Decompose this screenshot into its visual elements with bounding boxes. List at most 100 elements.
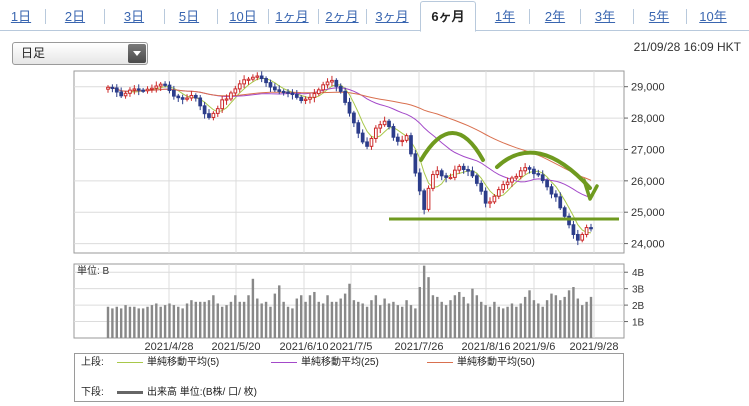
legend-ma5-label: 単純移動平均(5) [147,357,220,368]
tab-3-days[interactable]: 3日 [123,9,145,24]
volume-bar [475,295,479,338]
volume-bar [115,306,118,338]
date-tick-label: 2021/7/26 [395,341,444,352]
volume-bar [212,295,215,338]
volume-bar [146,306,149,338]
volume-bar [365,306,369,338]
tab-1-day[interactable]: 1日 [10,9,32,24]
volume-bar [225,305,228,338]
tab-2-years[interactable]: 2年 [544,9,566,24]
candle-body [321,84,326,91]
volume-bar [308,295,312,338]
legend-ma25-swatch [271,361,297,363]
volume-tick-label: 4B [632,268,645,279]
ma-line-5 [107,77,592,234]
legend-ma50-swatch [427,361,453,363]
volume-bar [172,305,176,338]
candle-body [207,113,211,118]
volume-bar [519,303,522,338]
tab-2-days[interactable]: 2日 [64,9,86,24]
candle-body [308,96,312,100]
candle-body [448,176,453,180]
candle-body [431,174,435,189]
tab-10-days[interactable]: 10日 [229,9,257,24]
chart-interval-value: 日足 [21,46,46,60]
volume-bar [458,291,461,338]
legend-lower-row: 下段: 出来高 単位:(B株/ 口/ 枚) [81,387,621,399]
volume-bar [501,308,505,338]
candle-body [123,92,128,97]
quote-timestamp: 21/09/28 16:09 HKT [633,40,741,54]
volume-bar [190,300,193,338]
date-tick-label: 2021/7/5 [330,341,373,352]
volume-bar [168,303,171,338]
candle-body [343,90,347,103]
date-tick-label: 2021/9/28 [570,341,619,352]
volume-bar [335,301,338,338]
volume-bar [409,305,413,338]
volume-bar [242,301,246,338]
volume-tick-label: 1B [632,318,645,329]
legend-ma5-swatch [117,361,143,363]
volume-bar [234,295,237,338]
candle-body [435,170,440,176]
volume-bar [124,305,127,338]
volume-bar [352,300,356,338]
candle-body [286,91,290,94]
chevron-down-icon[interactable] [128,44,146,63]
candle-body [501,184,506,191]
candle-body [136,88,141,91]
candle-body [373,127,378,139]
legend-ma50-label: 単純移動平均(50) [457,357,535,368]
volume-bar [273,293,277,338]
tab-3-months[interactable]: 3ヶ月 [375,9,409,24]
candle-body [259,75,264,80]
tab-5-days[interactable]: 5日 [178,9,200,24]
volume-bar [462,296,465,338]
candle-body [299,96,304,101]
volume-bar [286,306,290,338]
candle-body [167,84,172,91]
volume-bar [550,293,553,338]
candle-body [554,193,558,198]
candle-body [220,99,225,110]
candle-body [158,83,163,87]
volume-bar [545,300,549,338]
volume-bar [247,295,250,338]
volume-bar [348,283,351,338]
candle-body [277,89,282,92]
volume-bar [396,305,400,338]
tab-1-month[interactable]: 1ヶ月 [275,9,309,24]
tab-separator [268,9,269,24]
candle-body [233,88,238,94]
tab-separator [104,9,105,24]
tab-5-years[interactable]: 5年 [648,9,670,24]
candle-body [110,86,115,90]
price-panel: 24,000 25,000 26,000 27,000 28,000 29,000 [73,70,665,254]
candle-body [444,175,448,178]
candle-body [365,141,369,147]
candle-body [492,195,497,203]
candle-body [224,98,229,101]
volume-bar [304,301,307,338]
volume-bar [466,303,470,338]
candle-body [540,174,545,182]
candle-body [580,233,585,241]
candle-body [426,187,431,210]
candle-body [128,89,132,94]
tab-3-years[interactable]: 3年 [594,9,616,24]
candle-body [264,78,268,84]
candle-body [496,189,501,197]
tab-6-months[interactable]: 6ヶ月 [420,1,476,32]
candle-body [360,132,365,143]
date-tick-label: 2021/6/10 [280,341,329,352]
candle-body [290,92,295,96]
volume-bar [418,287,421,338]
tab-1-year[interactable]: 1年 [494,9,516,24]
tab-2-months[interactable]: 2ヶ月 [325,9,359,24]
volume-bar [554,295,558,338]
volume-bar [181,308,184,338]
tab-10-years[interactable]: 10年 [699,9,727,24]
candle-body [571,224,576,235]
chart-interval-select[interactable]: 日足 [12,42,148,65]
